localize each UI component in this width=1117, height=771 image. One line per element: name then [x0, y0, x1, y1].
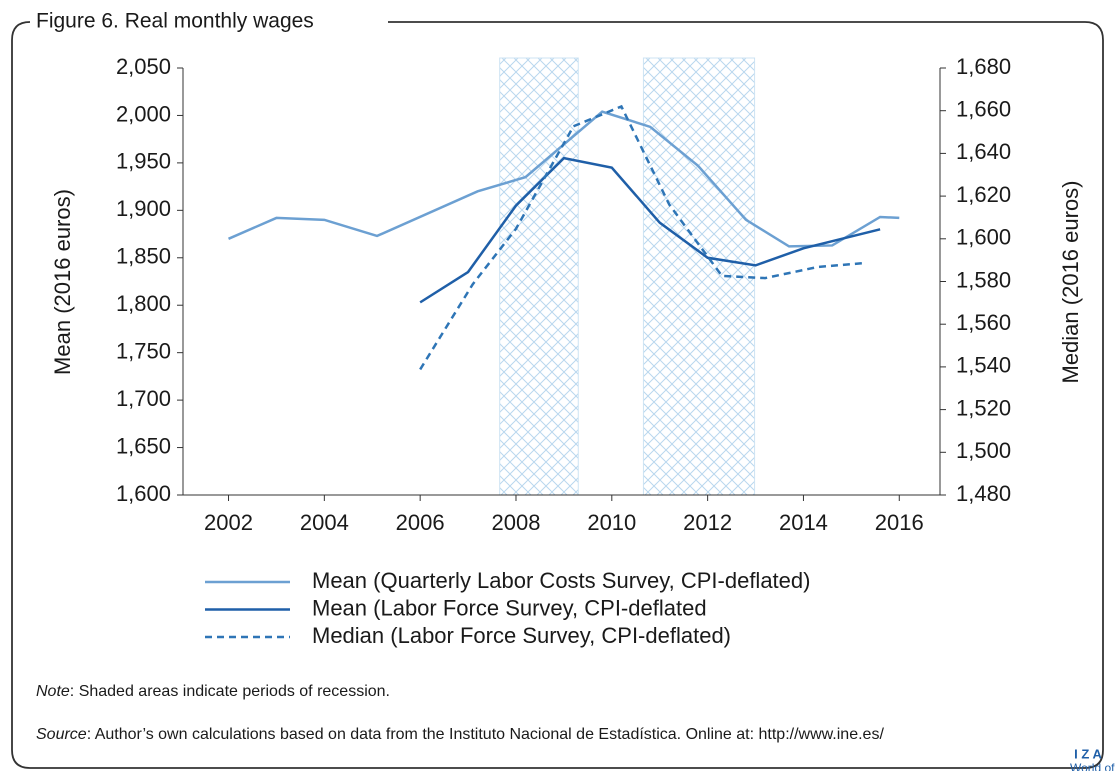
x-tick-label: 2014	[779, 510, 828, 535]
recession-band	[499, 57, 579, 496]
y-tick-label: 1,600	[116, 481, 171, 506]
x-tick-label: 2006	[396, 510, 445, 535]
y-axis-label: Mean (2016 euros)	[50, 189, 75, 375]
legend-label: Mean (Quarterly Labor Costs Survey, CPI-…	[312, 568, 810, 593]
y2-tick-label: 1,580	[956, 267, 1011, 292]
y2-axis-label: Median (2016 euros)	[1058, 180, 1083, 383]
source-text: : Author’s own calculations based on dat…	[87, 726, 885, 743]
note: Note: Shaded areas indicate periods of r…	[36, 683, 390, 700]
note-label: Note	[36, 683, 70, 700]
y2-tick-label: 1,500	[956, 438, 1011, 463]
y2-tick-label: 1,520	[956, 395, 1011, 420]
series-line	[419, 156, 881, 304]
x-tick-label: 2012	[683, 510, 732, 535]
y-tick-label: 1,650	[116, 433, 171, 458]
x-tick-label: 2004	[300, 510, 349, 535]
source: Source: Author’s own calculations based …	[36, 726, 884, 743]
series-line	[419, 104, 866, 371]
y-tick-label: 1,750	[116, 338, 171, 363]
y-tick-label: 1,850	[116, 244, 171, 269]
x-tick-label: 2010	[587, 510, 636, 535]
y2-tick-label: 1,640	[956, 139, 1011, 164]
x-tick-label: 2002	[204, 510, 253, 535]
y-tick-label: 1,900	[116, 196, 171, 221]
frame	[11, 21, 1104, 769]
note-text: : Shaded areas indicate periods of reces…	[70, 683, 390, 700]
logo-sub: World of Labor	[1070, 761, 1117, 771]
x-tick-label: 2008	[492, 510, 541, 535]
y2-tick-label: 1,680	[956, 54, 1011, 79]
source-label: Source	[36, 726, 87, 743]
y2-tick-label: 1,600	[956, 225, 1011, 250]
y-tick-label: 1,800	[116, 291, 171, 316]
y-tick-label: 2,000	[116, 101, 171, 126]
legend-label: Mean (Labor Force Survey, CPI-deflated	[312, 595, 707, 620]
logo: I Z A	[1074, 746, 1102, 761]
y2-tick-label: 1,620	[956, 182, 1011, 207]
y2-tick-label: 1,480	[956, 481, 1011, 506]
x-tick-label: 2016	[875, 510, 924, 535]
legend-label: Median (Labor Force Survey, CPI-deflated…	[312, 623, 731, 648]
y-tick-label: 1,950	[116, 149, 171, 174]
y-tick-label: 1,700	[116, 386, 171, 411]
y-tick-label: 2,050	[116, 54, 171, 79]
series-line	[228, 110, 900, 248]
chart-title: Figure 6. Real monthly wages	[36, 10, 314, 33]
y2-tick-label: 1,660	[956, 97, 1011, 122]
y2-tick-label: 1,560	[956, 310, 1011, 335]
y2-tick-label: 1,540	[956, 353, 1011, 378]
